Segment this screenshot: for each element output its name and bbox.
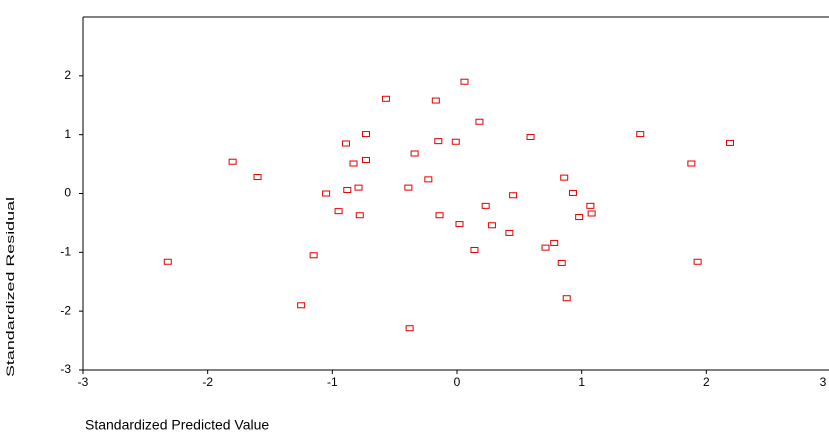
- point: [354, 184, 363, 191]
- point: [381, 95, 390, 102]
- point: [487, 222, 496, 229]
- point: [562, 295, 571, 302]
- point: [560, 174, 569, 181]
- point: [297, 302, 306, 309]
- point: [541, 244, 550, 251]
- point: [687, 160, 696, 167]
- point: [726, 139, 735, 146]
- point: [431, 97, 440, 104]
- point: [424, 176, 433, 183]
- point: [550, 239, 559, 246]
- point: [470, 246, 479, 253]
- point: [410, 150, 419, 157]
- point: [334, 208, 343, 215]
- point: [586, 202, 595, 209]
- x-tick-label: 2: [703, 375, 710, 389]
- point: [253, 174, 262, 181]
- point: [355, 212, 364, 219]
- x-tick-label: -2: [202, 375, 213, 389]
- point: [343, 186, 352, 193]
- point: [361, 156, 370, 163]
- point: [163, 258, 172, 265]
- point: [526, 134, 535, 141]
- point: [557, 259, 566, 266]
- point: [451, 138, 460, 145]
- point: [509, 192, 518, 199]
- x-axis-label: Standardized Predicted Value: [85, 417, 269, 433]
- y-tick-label: -1: [60, 245, 71, 259]
- point: [481, 202, 490, 209]
- x-tick-label: 3: [820, 375, 827, 389]
- x-tick-label: -1: [327, 375, 338, 389]
- point: [505, 229, 514, 236]
- point: [405, 325, 414, 332]
- y-tick-label: -2: [60, 303, 71, 317]
- point: [309, 252, 318, 259]
- point: [342, 140, 351, 147]
- point: [322, 190, 331, 197]
- point: [693, 258, 702, 265]
- x-tick-label: -3: [78, 375, 89, 389]
- point: [228, 158, 237, 165]
- point: [460, 78, 469, 85]
- point: [475, 118, 484, 125]
- point: [349, 160, 358, 167]
- y-tick-label: 1: [64, 127, 71, 141]
- point: [455, 221, 464, 228]
- point: [434, 138, 443, 145]
- x-tick-label: 0: [454, 375, 461, 389]
- point: [435, 212, 444, 219]
- point: [636, 131, 645, 138]
- point: [575, 214, 584, 221]
- point: [361, 131, 370, 138]
- point: [587, 210, 596, 217]
- point: [404, 184, 413, 191]
- y-tick-label: -3: [60, 362, 71, 376]
- y-axis-label: Standardized Residual: [5, 197, 17, 377]
- x-tick-label: 1: [578, 375, 585, 389]
- y-tick-label: 2: [64, 68, 71, 82]
- point: [568, 189, 577, 196]
- y-tick-label: 0: [64, 186, 71, 200]
